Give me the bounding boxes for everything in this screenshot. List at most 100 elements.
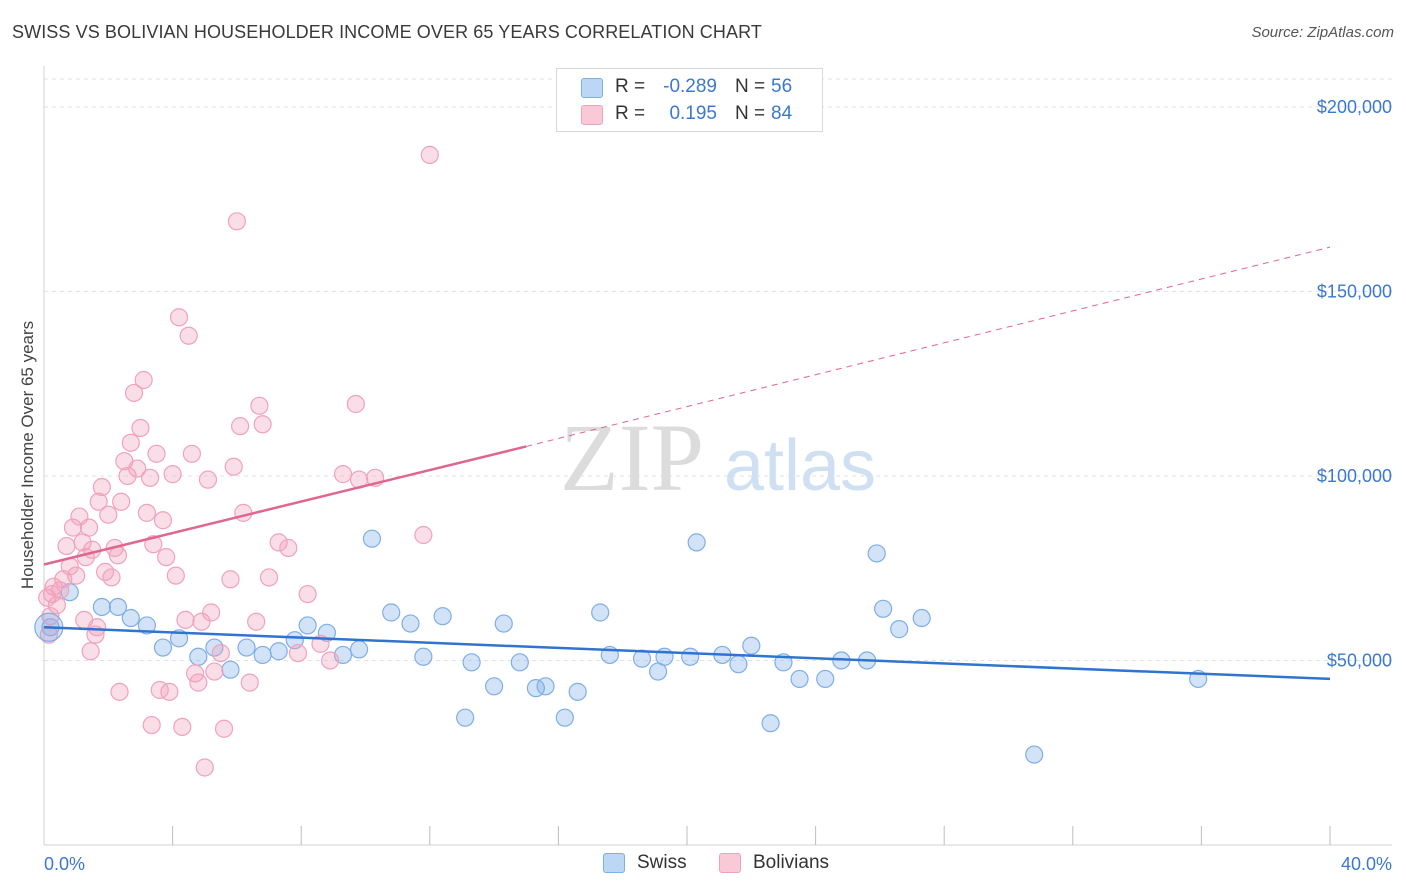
- data-point-bolivians: [205, 662, 224, 681]
- data-point-swiss: [414, 647, 433, 666]
- data-point-bolivians: [250, 396, 269, 415]
- data-point-bolivians: [131, 418, 150, 438]
- data-point-swiss: [510, 653, 529, 672]
- data-point-bolivians: [112, 492, 131, 511]
- data-point-swiss: [137, 616, 156, 635]
- trend-lines: [43, 246, 1331, 681]
- legend-n-value: 56: [771, 76, 793, 97]
- data-point-swiss: [591, 603, 610, 622]
- data-point-bolivians: [224, 457, 243, 476]
- grid-lines: [44, 78, 1392, 661]
- data-point-bolivians: [89, 492, 108, 511]
- data-point-bolivians: [269, 533, 288, 552]
- data-point-bolivians: [83, 540, 102, 559]
- data-point-bolivians: [234, 503, 253, 522]
- y-axis-label: Householder Income Over 65 years: [18, 320, 37, 590]
- data-point-swiss: [317, 623, 337, 642]
- data-point-swiss: [536, 677, 555, 696]
- data-point-swiss: [153, 638, 173, 657]
- data-point-bolivians: [42, 584, 62, 604]
- data-point-bolivians: [108, 546, 128, 565]
- legend-row-swiss: R = -0.289 N = 56: [557, 74, 822, 102]
- data-point-swiss: [742, 636, 761, 655]
- data-point-swiss: [729, 655, 748, 674]
- x-tick-label-min: 0.0%: [44, 854, 85, 874]
- data-point-bolivians: [110, 682, 129, 701]
- data-point-bolivians: [67, 566, 86, 585]
- data-point-swiss: [874, 599, 893, 618]
- y-tick-label: $200,000: [1317, 97, 1392, 117]
- legend-swatch-bolivians: [581, 105, 603, 125]
- data-point-bolivians: [142, 715, 161, 735]
- data-point-bolivians: [333, 465, 353, 484]
- data-point-bolivians: [41, 607, 60, 626]
- watermark-zip: ZIP: [560, 404, 704, 511]
- data-point-swiss: [890, 620, 909, 639]
- data-point-bolivians: [87, 618, 107, 637]
- data-point-bolivians: [157, 548, 176, 567]
- data-point-bolivians: [166, 566, 185, 585]
- data-point-bolivians: [202, 603, 221, 622]
- axes: [43, 66, 1392, 846]
- data-point-swiss: [401, 614, 420, 633]
- y-tick-label: $50,000: [1327, 650, 1392, 670]
- source-label: Source: ZipAtlas.com: [1251, 24, 1394, 41]
- legend-r-label: R =: [615, 76, 646, 97]
- swatch-swiss: [603, 853, 625, 873]
- data-point-bolivians: [163, 465, 182, 484]
- data-point-bolivians: [346, 394, 365, 414]
- legend-r-label: R =: [615, 103, 646, 124]
- data-point-swiss: [362, 529, 382, 548]
- data-point-bolivians: [253, 415, 272, 434]
- data-point-bolivians: [214, 719, 234, 738]
- data-point-swiss: [494, 614, 513, 633]
- data-point-bolivians: [99, 505, 118, 524]
- data-point-bolivians: [81, 642, 100, 661]
- data-point-bolivians: [211, 643, 230, 663]
- data-point-bolivians: [221, 570, 240, 589]
- data-point-bolivians: [414, 525, 433, 545]
- data-point-swiss: [485, 677, 504, 696]
- data-point-swiss: [816, 669, 835, 689]
- y-tick-label: $150,000: [1317, 281, 1392, 301]
- data-point-bolivians: [420, 145, 439, 164]
- data-point-swiss: [121, 608, 140, 628]
- data-point-bolivians: [189, 673, 208, 692]
- watermark-atlas: atlas: [724, 426, 876, 506]
- data-point-swiss: [687, 533, 706, 552]
- legend-swatch-swiss: [581, 78, 603, 98]
- data-point-swiss: [269, 642, 288, 661]
- legend-row-bolivians: R = 0.195 N = 84: [557, 101, 822, 129]
- legend-label-swiss: Swiss: [637, 852, 687, 873]
- y-tick-label: $100,000: [1317, 466, 1392, 486]
- data-point-bolivians: [63, 518, 83, 537]
- legend-r-value: 0.195: [669, 103, 717, 124]
- data-point-bolivians: [195, 758, 214, 777]
- data-point-bolivians: [92, 477, 111, 497]
- data-point-bolivians: [57, 536, 76, 556]
- data-point-bolivians: [124, 383, 144, 403]
- data-point-swiss: [349, 640, 369, 659]
- data-point-swiss: [568, 682, 587, 701]
- legend-r-value: -0.289: [663, 76, 717, 97]
- data-point-bolivians: [121, 433, 140, 452]
- legend-label-bolivians: Bolivians: [753, 852, 830, 873]
- data-point-bolivians: [47, 596, 66, 615]
- data-point-bolivians: [247, 612, 266, 631]
- data-point-bolivians: [192, 612, 211, 631]
- tick-labels: $50,000 $100,000 $150,000 $200,000 0.0% 40.0%: [44, 97, 1392, 874]
- trend-line-bolivians: [43, 445, 527, 566]
- data-point-bolivians: [79, 518, 99, 537]
- data-point-bolivians: [173, 717, 192, 737]
- data-point-bolivians: [231, 417, 250, 436]
- data-point-bolivians: [240, 673, 259, 692]
- data-point-swiss: [456, 708, 475, 727]
- data-point-bolivians: [176, 610, 195, 629]
- data-point-swiss: [92, 597, 111, 617]
- watermark: ZIP atlas: [560, 404, 876, 511]
- data-point-swiss: [555, 708, 574, 727]
- data-point-bolivians: [298, 584, 317, 604]
- data-point-bolivians: [147, 444, 166, 463]
- data-point-swiss: [237, 638, 256, 657]
